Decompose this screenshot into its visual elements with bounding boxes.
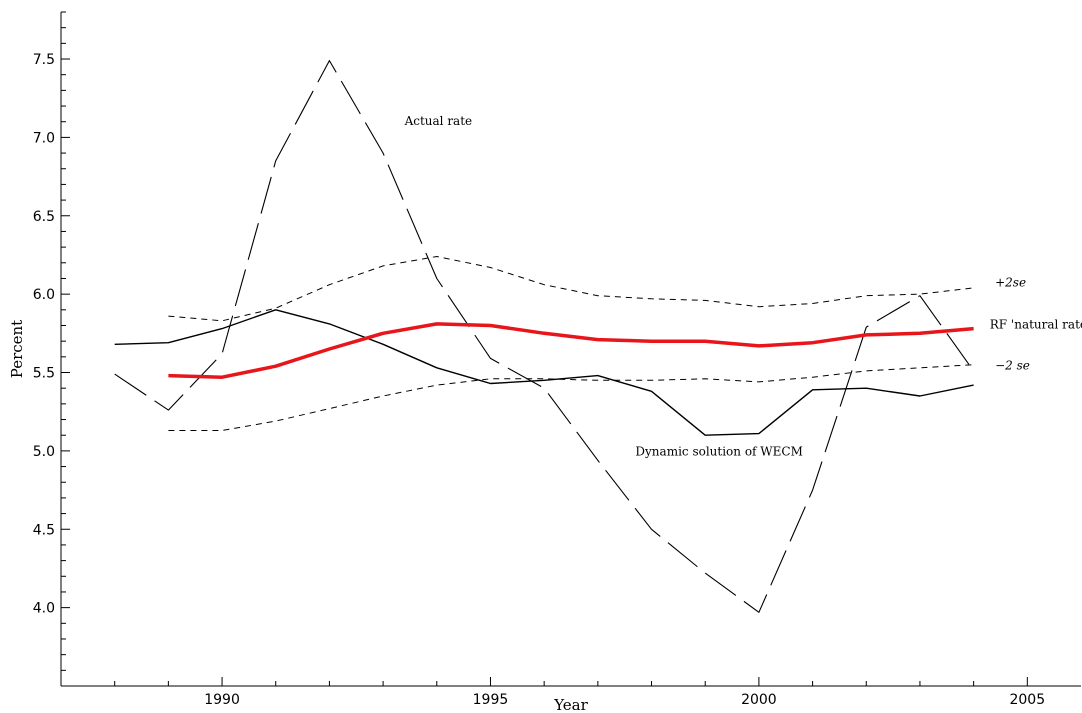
y-tick-label: 7.0 xyxy=(33,130,55,146)
y-tick-label: 6.5 xyxy=(33,209,55,225)
x-tick-label: 1990 xyxy=(204,692,240,708)
series-line-actual xyxy=(114,60,975,613)
annotation-natural_label: RF 'natural rate' xyxy=(990,318,1082,332)
y-tick-label: 7.5 xyxy=(33,52,55,68)
chart-series xyxy=(114,60,975,613)
series-line-wecm xyxy=(114,309,974,436)
y-tick-label: 5.0 xyxy=(33,444,55,460)
x-axis-title: Year xyxy=(553,696,588,713)
y-tick-label: 5.5 xyxy=(33,366,55,382)
chart-annotations: Actual rate Dynamic solution of WECM RF 'n… xyxy=(404,114,1082,459)
annotation-lower_label: −2 se xyxy=(995,358,1030,372)
x-tick-label: 2005 xyxy=(1009,692,1045,708)
y-tick-label: 4.5 xyxy=(33,522,55,538)
x-tick-label: 2000 xyxy=(741,692,777,708)
y-axis-title: Percent xyxy=(8,320,26,378)
series-line-upper xyxy=(168,256,974,322)
series-line-natural xyxy=(168,322,974,379)
annotation-wecm_label: Dynamic solution of WECM xyxy=(635,445,802,459)
annotation-upper_label: +2se xyxy=(995,275,1026,289)
y-tick-label: 4.0 xyxy=(33,601,55,617)
x-tick-label: 1995 xyxy=(473,692,509,708)
series-line-lower xyxy=(168,364,974,431)
annotation-actual_label: Actual rate xyxy=(404,114,473,128)
y-tick-label: 6.0 xyxy=(33,287,55,303)
chart-axes: 4.0 4.5 5.0 5.5 6.0 6.5 7.0 7.5 1990 1995 2000 2005 xyxy=(33,11,1081,708)
